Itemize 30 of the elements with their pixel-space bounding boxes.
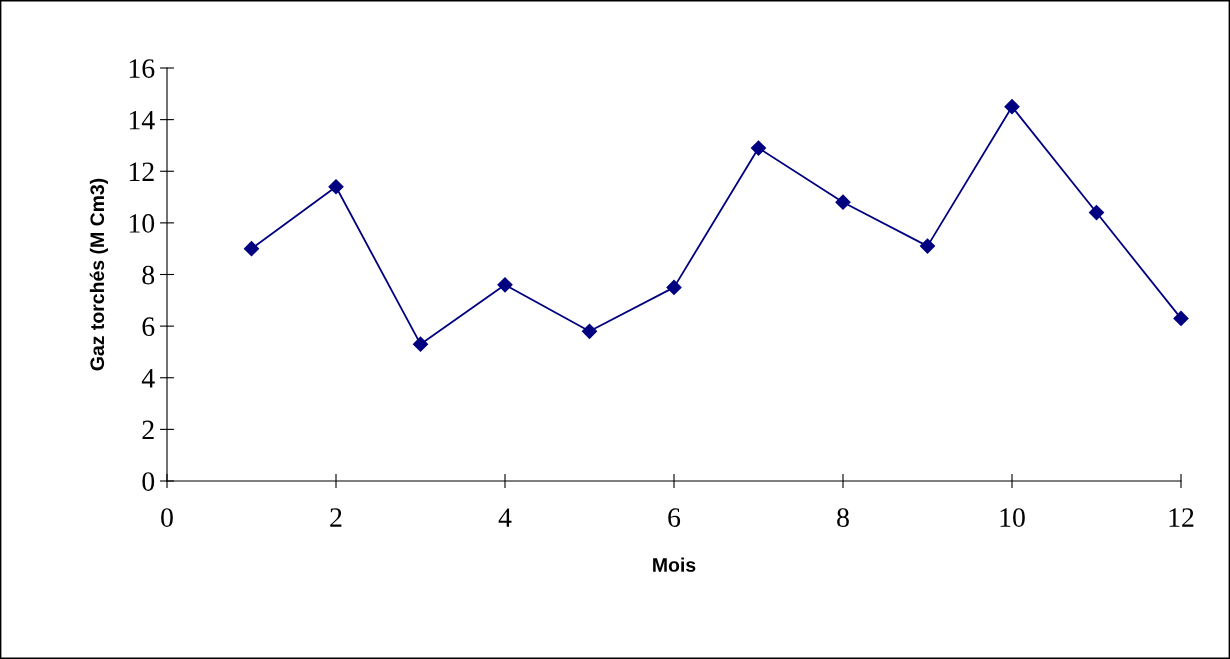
point [1004,99,1020,115]
x-tick-label: 10 [1000,508,1025,527]
x-tick-label: 8 [837,508,849,527]
x-tick-label: 4 [498,508,512,527]
point [666,279,682,295]
point [581,323,598,339]
point [328,179,344,195]
y-tick-label: 10 [129,214,155,233]
y-tick-label: 12 [129,162,154,181]
y-tick-label: 2 [142,420,154,440]
point [919,238,936,254]
x-tick-label: 12 [1169,508,1194,527]
x-tick-label: 2 [330,508,342,527]
y-tick-label: 16 [129,59,155,78]
y-tick-label: 8 [142,265,155,285]
point [243,241,260,257]
x-tick-label: 6 [668,508,681,527]
point [835,194,851,210]
y-tick-label: 0 [142,472,155,491]
point [1173,310,1189,326]
point [1088,204,1105,221]
x-axis-title: Mois [653,557,696,572]
point [750,140,767,156]
x-tick-label: 0 [161,508,173,527]
y-tick-label: 6 [142,317,155,337]
y-axis-title: Gaz torchés (M Cm3) [89,178,108,371]
point [497,277,513,293]
y-tick-label: 14 [129,110,155,130]
y-tick-label: 4 [141,369,155,388]
point [412,336,429,352]
